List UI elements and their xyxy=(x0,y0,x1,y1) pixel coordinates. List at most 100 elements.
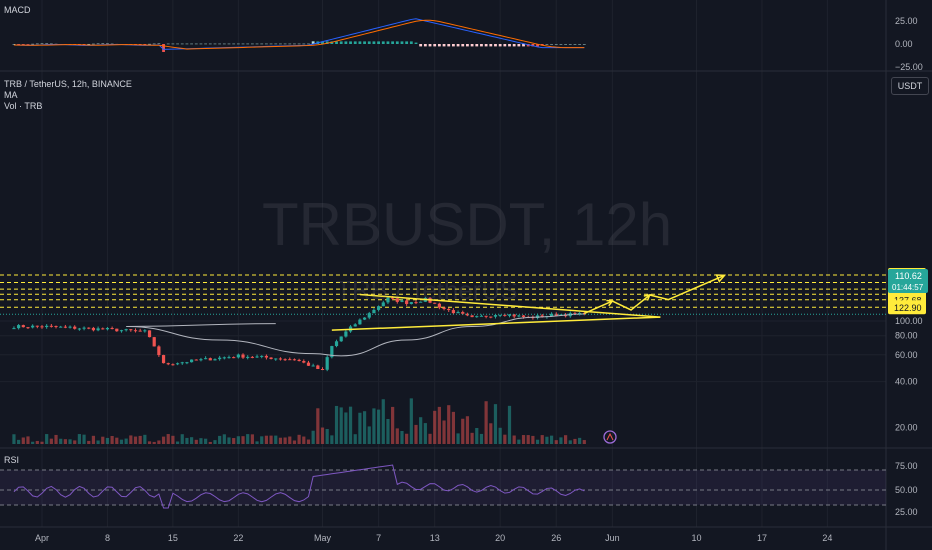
volume-bar xyxy=(381,399,385,444)
candle-body xyxy=(232,357,236,359)
volume-bar xyxy=(475,427,479,444)
rsi-line xyxy=(13,464,585,509)
candle-body xyxy=(40,326,44,328)
symbol-title[interactable]: TRB / TetherUS, 12h, BINANCE xyxy=(4,79,132,89)
candle-body xyxy=(35,325,39,327)
time-tick-label: May xyxy=(314,533,332,543)
volume-bar xyxy=(395,428,399,444)
time-tick-label: 7 xyxy=(376,533,381,543)
volume-bar xyxy=(306,439,311,444)
candle-body xyxy=(517,315,521,317)
macd-histogram-bar xyxy=(148,43,151,45)
macd-histogram-bar xyxy=(536,44,539,47)
macd-histogram-bar xyxy=(325,41,329,44)
rsi-band-fill xyxy=(0,470,886,505)
price-axis[interactable]: 100.00 80.00 60.00 40.00 20.00 xyxy=(895,316,923,433)
macd-histogram-bar xyxy=(395,41,399,44)
macd-histogram-bar xyxy=(428,44,432,47)
price-tick-label: 60.00 xyxy=(895,350,918,360)
macd-histogram-bar xyxy=(213,43,217,45)
volume-bar xyxy=(400,430,404,444)
macd-histogram-bar xyxy=(31,43,35,45)
candle-body xyxy=(222,357,226,359)
macd-histogram-bar xyxy=(447,44,451,47)
volume-bar xyxy=(493,404,498,444)
candle-body xyxy=(339,336,343,342)
volume-bar xyxy=(274,435,278,444)
macd-histogram-bar xyxy=(363,41,366,44)
volume-bar xyxy=(171,435,175,444)
macd-histogram-bar xyxy=(199,43,203,45)
macd-histogram-bar xyxy=(12,44,16,45)
volume-bar xyxy=(498,427,502,444)
candle-body xyxy=(77,328,81,330)
volume-bar xyxy=(283,437,287,444)
candle-body xyxy=(91,327,96,331)
volume-bar xyxy=(409,398,413,444)
macd-histogram-bar xyxy=(517,44,521,47)
time-tick-label: Apr xyxy=(35,533,49,543)
candle-body xyxy=(573,313,577,315)
candle-body xyxy=(133,330,138,332)
macd-histogram-bar xyxy=(461,44,465,47)
price-tick-label: 20.00 xyxy=(895,423,918,433)
ma-indicator-label[interactable]: MA xyxy=(4,90,18,100)
macd-histogram-bar xyxy=(260,43,264,45)
candle-body xyxy=(405,300,409,304)
macd-histogram-bar xyxy=(250,43,254,45)
time-axis[interactable]: Apr 8 15 22 May 7 13 20 26 Jun 10 17 24 xyxy=(35,533,832,543)
volume-bar xyxy=(278,437,283,444)
macd-histogram-bar xyxy=(381,41,385,44)
candle-body xyxy=(185,362,189,364)
macd-histogram-bar xyxy=(564,44,567,45)
macd-histogram-bar xyxy=(143,44,147,45)
rsi-pane: 75.00 50.00 25.00 xyxy=(0,461,918,517)
projected-path[interactable] xyxy=(583,274,725,315)
candle-body xyxy=(194,359,198,361)
volume-bar xyxy=(414,424,418,444)
macd-histogram-bar xyxy=(433,44,437,47)
current-price-tag xyxy=(888,269,928,293)
macd-histogram-bar xyxy=(106,43,109,45)
time-tick-label: 15 xyxy=(168,533,178,543)
candle-body xyxy=(489,316,493,318)
macd-histogram-bar xyxy=(494,44,497,47)
time-tick-label: 24 xyxy=(822,533,832,543)
macd-pane-title: MACD xyxy=(4,5,31,15)
volume-bar xyxy=(461,418,465,444)
volume-bar xyxy=(344,412,348,444)
volume-bar xyxy=(353,434,357,444)
currency-button[interactable]: USDT xyxy=(891,77,929,95)
volume-bar xyxy=(166,434,170,444)
candle-body xyxy=(372,309,376,314)
grid-lines xyxy=(0,0,886,527)
volume-bar xyxy=(236,436,240,444)
candle-body xyxy=(105,328,110,330)
volume-bar xyxy=(204,438,208,444)
volume-bar xyxy=(302,436,306,444)
candle-body xyxy=(470,315,474,318)
candle-body xyxy=(409,302,413,304)
volume-bar xyxy=(246,434,250,444)
rsi-tick-label: 75.00 xyxy=(895,461,918,471)
candle-body xyxy=(227,357,231,359)
macd-histogram-bar xyxy=(377,41,380,44)
volume-bar xyxy=(531,435,535,444)
alert-icon[interactable] xyxy=(603,430,617,444)
candle-body xyxy=(119,330,124,332)
macd-histogram-bar xyxy=(297,43,301,45)
candle-body xyxy=(54,326,58,328)
macd-histogram-bar xyxy=(241,43,245,45)
macd-histogram-bar xyxy=(204,43,208,45)
volume-indicator-label[interactable]: Vol · TRB xyxy=(4,101,43,111)
current-price-countdown: 01:44:57 xyxy=(892,283,924,292)
time-tick-label: Jun xyxy=(605,533,620,543)
volume-bar xyxy=(91,435,96,444)
candle-body xyxy=(456,312,460,314)
macd-histogram-bar xyxy=(279,43,282,45)
candle-body xyxy=(391,297,395,299)
volume-bar xyxy=(507,405,512,444)
triangle-upper-line xyxy=(359,293,661,318)
macd-histogram-bar xyxy=(49,43,53,45)
